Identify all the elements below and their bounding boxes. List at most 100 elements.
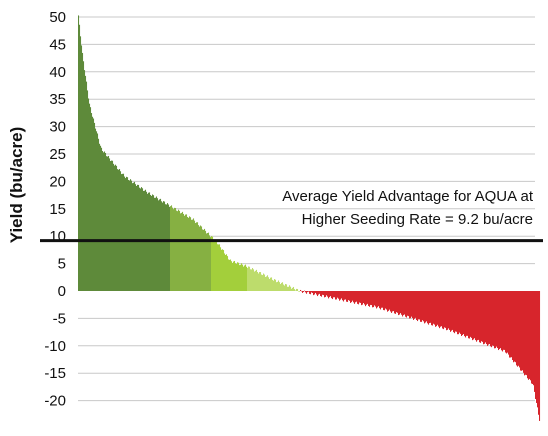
bar [410,291,412,319]
bar [466,291,468,336]
bar [509,291,511,358]
bar [155,197,157,291]
bar [112,160,114,291]
bar [235,263,237,291]
bar [440,291,442,327]
bar [83,61,85,291]
bar [209,235,211,291]
bar [416,291,418,320]
bar [310,291,312,295]
bar [399,291,401,315]
bar [293,286,295,291]
bar [360,291,362,303]
bar [398,291,400,316]
bar [166,204,168,291]
bar [487,291,489,346]
bar [510,291,512,358]
bar [383,291,385,311]
y-tick-label: 30 [49,119,66,136]
bar [378,291,380,307]
bar [334,291,336,298]
bar [422,291,424,321]
bar [338,291,340,299]
bar [147,193,149,291]
bar [114,165,116,291]
bar [319,291,321,294]
bar [336,291,338,300]
bar [255,270,257,291]
bar [96,131,98,291]
bar [412,291,414,319]
bar [111,160,113,291]
bar [226,254,228,291]
bar [288,286,290,291]
bar [388,291,390,311]
bar [496,291,498,347]
bar [400,291,402,314]
bar [485,291,487,343]
bar [254,271,256,291]
bar [419,291,421,320]
y-tick-label: 45 [49,36,66,53]
bar [479,291,481,343]
bar [247,267,249,291]
bar [328,291,330,299]
bar [374,291,376,306]
bar [358,291,360,305]
bar-segment-3 [211,236,248,291]
bar [151,195,153,291]
bar [183,213,185,291]
bar [120,171,122,291]
bar [464,291,466,337]
bar [233,261,235,291]
bar [455,291,457,332]
bar [520,291,522,371]
bar [469,291,471,339]
bar [386,291,388,310]
bar [306,291,308,294]
bar [318,291,320,295]
bar [248,266,250,291]
bar [246,266,248,291]
bar [262,275,264,291]
bar [99,143,101,291]
bar [312,291,314,293]
bar [428,291,430,325]
bar [488,291,490,345]
bar [182,211,184,291]
bar [302,291,304,293]
bar [271,277,273,291]
bar [191,219,193,291]
bar [425,291,427,323]
bar [85,75,87,292]
bar [472,291,474,341]
bar [516,291,518,366]
bar [408,291,410,317]
bar [473,291,475,340]
bar [499,291,501,349]
y-tick-label: 15 [49,201,66,218]
annotation-line-1: Average Yield Advantage for AQUA at [282,188,534,205]
bar [507,291,509,353]
bar [500,291,502,349]
bar [138,184,140,291]
bar [214,240,216,291]
bar [403,291,405,316]
bar [281,282,283,291]
bar [284,285,286,291]
bar [290,286,292,291]
bar [279,282,281,291]
bar [431,291,433,326]
bar [433,291,435,324]
bar [115,164,117,291]
bar [432,291,434,326]
bar [490,291,492,347]
bar [357,291,359,304]
bar-segment-5 [300,289,541,421]
bar [362,291,364,305]
bar [170,206,172,291]
bar [327,291,329,297]
bar [292,287,294,291]
bar [477,291,479,341]
bar [349,291,351,301]
